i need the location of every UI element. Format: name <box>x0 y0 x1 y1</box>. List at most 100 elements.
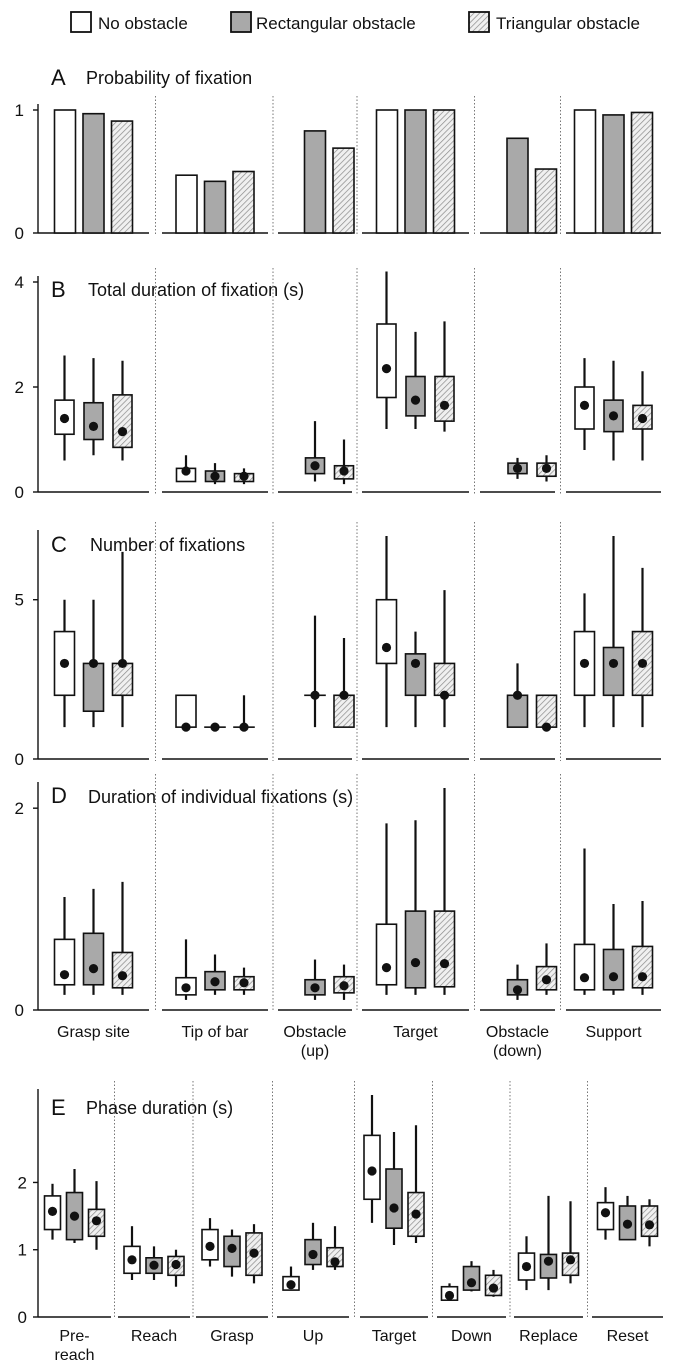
bar-a-grasp-site-rectangular-obstacle <box>82 112 105 234</box>
y-tick-label-e: 1 <box>18 1241 27 1260</box>
median-dot-e-reach-triangular-obstacle <box>171 1259 181 1270</box>
median-dot-e-replace-no-obstacle <box>521 1261 532 1272</box>
median-dot-e-down-rectangular-obstacle <box>466 1278 477 1288</box>
median-dot-b-grasp-site-no-obstacle <box>59 413 70 424</box>
median-dot-d-tip-of-bar-triangular-obstacle <box>239 978 249 988</box>
box-c-obstacle-down-rectangular-obstacle <box>506 694 529 728</box>
bar-a-obstacle-down-rectangular-obstacle <box>506 137 529 234</box>
box-c-obstacle-up-triangular-obstacle <box>333 694 355 728</box>
median-dot-b-tip-of-bar-rectangular-obstacle <box>210 471 220 481</box>
median-dot-e-down-no-obstacle <box>444 1290 455 1301</box>
box-c-grasp-site-triangular-obstacle <box>111 662 134 697</box>
median-dot-b-obstacle-down-triangular-obstacle <box>541 463 552 473</box>
box-d-target-rectangular-obstacle <box>404 910 427 989</box>
median-dot-d-obstacle-up-triangular-obstacle <box>339 981 349 991</box>
bar-a-obstacle-up-triangular-obstacle <box>332 147 355 234</box>
category-label-e-reset: Reset <box>607 1328 649 1345</box>
median-dot-b-target-rectangular-obstacle <box>410 395 421 405</box>
median-dot-c-support-triangular-obstacle <box>637 658 648 669</box>
median-dot-e-reach-rectangular-obstacle <box>149 1260 159 1270</box>
median-dot-b-support-rectangular-obstacle <box>608 411 619 421</box>
chart-panel-a: 01 <box>15 96 661 243</box>
chart-panel-d: 0 2 Grasp site Tip of bar Obstacle (up) Target… <box>15 774 661 1060</box>
bar-a-tip-of-bar-no-obstacle <box>175 174 198 234</box>
median-dot-c-tip-of-bar-triangular-obstacle <box>239 722 249 732</box>
y-tick-label-c: 5 <box>15 591 24 610</box>
panel-letter-e: E <box>51 1095 66 1120</box>
median-dot-e-target-triangular-obstacle <box>411 1209 421 1219</box>
median-dot-e-grasp-rectangular-obstacle <box>227 1243 237 1253</box>
median-dot-c-target-triangular-obstacle <box>439 690 450 700</box>
box-d-grasp-site-triangular-obstacle <box>111 951 134 989</box>
median-dot-d-obstacle-up-rectangular-obstacle <box>310 983 320 993</box>
y-tick-label-b: 4 <box>15 273 24 292</box>
bar-a-support-no-obstacle <box>573 109 597 234</box>
category-label-d-tip-of-bar: Tip of bar <box>182 1024 250 1041</box>
category-label-d-obstacle-down: (down) <box>493 1043 542 1060</box>
legend-label-no-obstacle: No obstacle <box>98 14 188 33</box>
box-d-support-rectangular-obstacle <box>602 948 625 991</box>
median-dot-e-pre-reach-no-obstacle <box>47 1206 58 1216</box>
category-label-d-obstacle-up: (up) <box>301 1043 329 1060</box>
median-dot-c-target-rectangular-obstacle <box>410 658 421 669</box>
median-dot-b-grasp-site-rectangular-obstacle <box>88 421 99 431</box>
y-tick-label-d: 2 <box>15 799 24 818</box>
median-dot-e-reach-no-obstacle <box>127 1255 137 1265</box>
panel-title-a: Probability of fixation <box>86 68 252 88</box>
median-dot-c-obstacle-down-triangular-obstacle <box>541 722 552 732</box>
median-dot-d-target-rectangular-obstacle <box>410 957 421 968</box>
median-dot-c-obstacle-down-rectangular-obstacle <box>512 690 523 700</box>
box-c-target-rectangular-obstacle <box>404 653 427 697</box>
median-dot-e-target-rectangular-obstacle <box>389 1203 399 1213</box>
category-label-e-down: Down <box>451 1328 492 1345</box>
bar-a-tip-of-bar-rectangular-obstacle <box>203 180 227 234</box>
median-dot-c-grasp-site-triangular-obstacle <box>117 658 128 669</box>
median-dot-b-obstacle-up-triangular-obstacle <box>339 466 349 476</box>
legend-label-rectangular-obstacle: Rectangular obstacle <box>256 14 416 33</box>
median-dot-e-replace-rectangular-obstacle <box>543 1256 554 1266</box>
box-d-support-triangular-obstacle <box>631 945 654 989</box>
box-c-grasp-site-rectangular-obstacle <box>82 662 105 713</box>
median-dot-b-tip-of-bar-no-obstacle <box>181 466 191 476</box>
median-dot-c-tip-of-bar-rectangular-obstacle <box>210 722 220 732</box>
bar-a-target-triangular-obstacle <box>432 109 456 234</box>
bar-a-grasp-site-no-obstacle <box>53 109 77 234</box>
bar-a-support-rectangular-obstacle <box>602 114 625 234</box>
category-label-e-target: Target <box>372 1328 417 1345</box>
box-c-target-no-obstacle <box>375 598 398 665</box>
median-dot-d-obstacle-down-rectangular-obstacle <box>512 985 523 995</box>
box-d-target-no-obstacle <box>375 923 398 986</box>
y-tick-label-a: 1 <box>15 101 24 120</box>
box-b-grasp-site-triangular-obstacle <box>112 394 133 449</box>
y-tick-label-b: 0 <box>15 483 24 502</box>
panel-title-e: Phase duration (s) <box>86 1098 233 1118</box>
median-dot-e-replace-triangular-obstacle <box>565 1255 576 1265</box>
median-dot-e-up-no-obstacle <box>286 1280 296 1290</box>
median-dot-c-support-no-obstacle <box>579 658 590 669</box>
panel-title-d: Duration of individual fixations (s) <box>88 787 353 807</box>
median-dot-c-support-rectangular-obstacle <box>608 658 619 669</box>
bar-a-target-rectangular-obstacle <box>404 109 427 234</box>
median-dot-d-support-triangular-obstacle <box>637 972 648 982</box>
box-d-grasp-site-rectangular-obstacle <box>82 932 105 986</box>
median-dot-b-target-no-obstacle <box>381 364 392 374</box>
category-label-e-up: Up <box>303 1328 324 1345</box>
legend-swatch-no-obstacle <box>70 11 92 33</box>
box-d-grasp-site-no-obstacle <box>53 938 76 986</box>
median-dot-d-grasp-site-rectangular-obstacle <box>88 964 99 974</box>
median-dot-e-target-no-obstacle <box>367 1166 377 1176</box>
category-label-e-pre-reach: reach <box>54 1347 94 1364</box>
category-label-d-target: Target <box>393 1024 438 1041</box>
median-dot-b-obstacle-down-rectangular-obstacle <box>512 463 523 473</box>
chart-panel-e: 0 1 2 Pre-reach Reach Grasp Up Target Down Replac… <box>18 1081 663 1364</box>
median-dot-d-target-triangular-obstacle <box>439 958 450 969</box>
panel-letter-b: B <box>51 277 66 302</box>
y-tick-label-e: 0 <box>18 1308 27 1327</box>
category-label-e-replace: Replace <box>519 1328 578 1345</box>
box-b-target-no-obstacle <box>376 323 397 399</box>
chart-panel-b: 0 2 4 <box>15 268 661 502</box>
median-dot-e-pre-reach-triangular-obstacle <box>91 1216 102 1226</box>
median-dot-e-pre-reach-rectangular-obstacle <box>69 1211 80 1221</box>
